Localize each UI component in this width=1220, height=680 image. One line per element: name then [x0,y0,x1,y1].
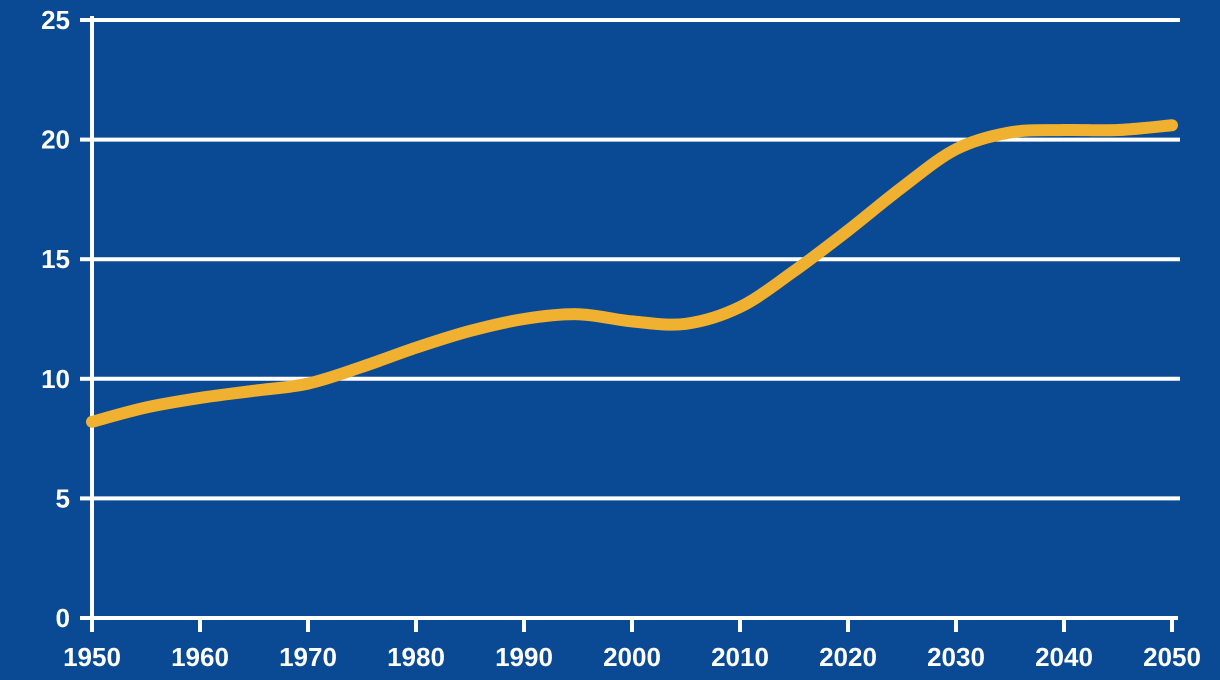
x-tick-label-2010: 2010 [711,642,769,672]
data-point-2000 [631,320,633,323]
data-point-1990 [523,318,525,320]
y-tick-label-25: 25 [41,5,70,35]
axis-layer [80,16,1178,632]
data-point-1980 [415,346,417,349]
x-tick-label-1960: 1960 [171,642,229,672]
y-tick-label-20: 20 [41,125,70,155]
data-point-1995 [577,313,579,316]
series-line-0 [86,119,1178,428]
data-point-2010 [739,306,741,309]
data-point-2045 [1117,129,1119,132]
data-point-2005 [685,322,687,325]
y-tick-label-0: 0 [56,603,70,633]
grid-layer [92,18,1180,501]
series-layer [86,119,1178,428]
data-point-1950 [91,420,93,423]
y-tick-label-15: 15 [41,244,70,274]
data-point-2050 [1171,124,1173,127]
data-point-2035 [1009,131,1011,134]
y-tick-label-5: 5 [56,483,70,513]
x-tick-label-1980: 1980 [387,642,445,672]
data-point-1975 [361,365,363,368]
x-tick-label-2030: 2030 [927,642,985,672]
x-tick-label-2040: 2040 [1035,642,1093,672]
x-tick-label-1970: 1970 [279,642,337,672]
data-point-1970 [307,382,309,385]
data-point-1955 [145,406,147,409]
data-point-2040 [1063,129,1065,132]
x-tick-label-1990: 1990 [495,642,553,672]
data-point-1960 [199,396,201,399]
y-tick-label-10: 10 [41,364,70,394]
x-tick-label-1950: 1950 [63,642,121,672]
data-point-2025 [901,186,903,189]
data-point-2030 [955,148,957,151]
x-tick-label-2050: 2050 [1143,642,1201,672]
data-point-2015 [793,270,795,273]
data-point-1985 [469,329,471,332]
data-point-2020 [847,229,849,232]
data-point-1965 [253,389,255,392]
label-layer: 0 5 10 15 20 25 1950 1960 1970 1980 1990 2000 2010 20… [41,5,1201,672]
x-tick-label-2020: 2020 [819,642,877,672]
x-tick-label-2000: 2000 [603,642,661,672]
